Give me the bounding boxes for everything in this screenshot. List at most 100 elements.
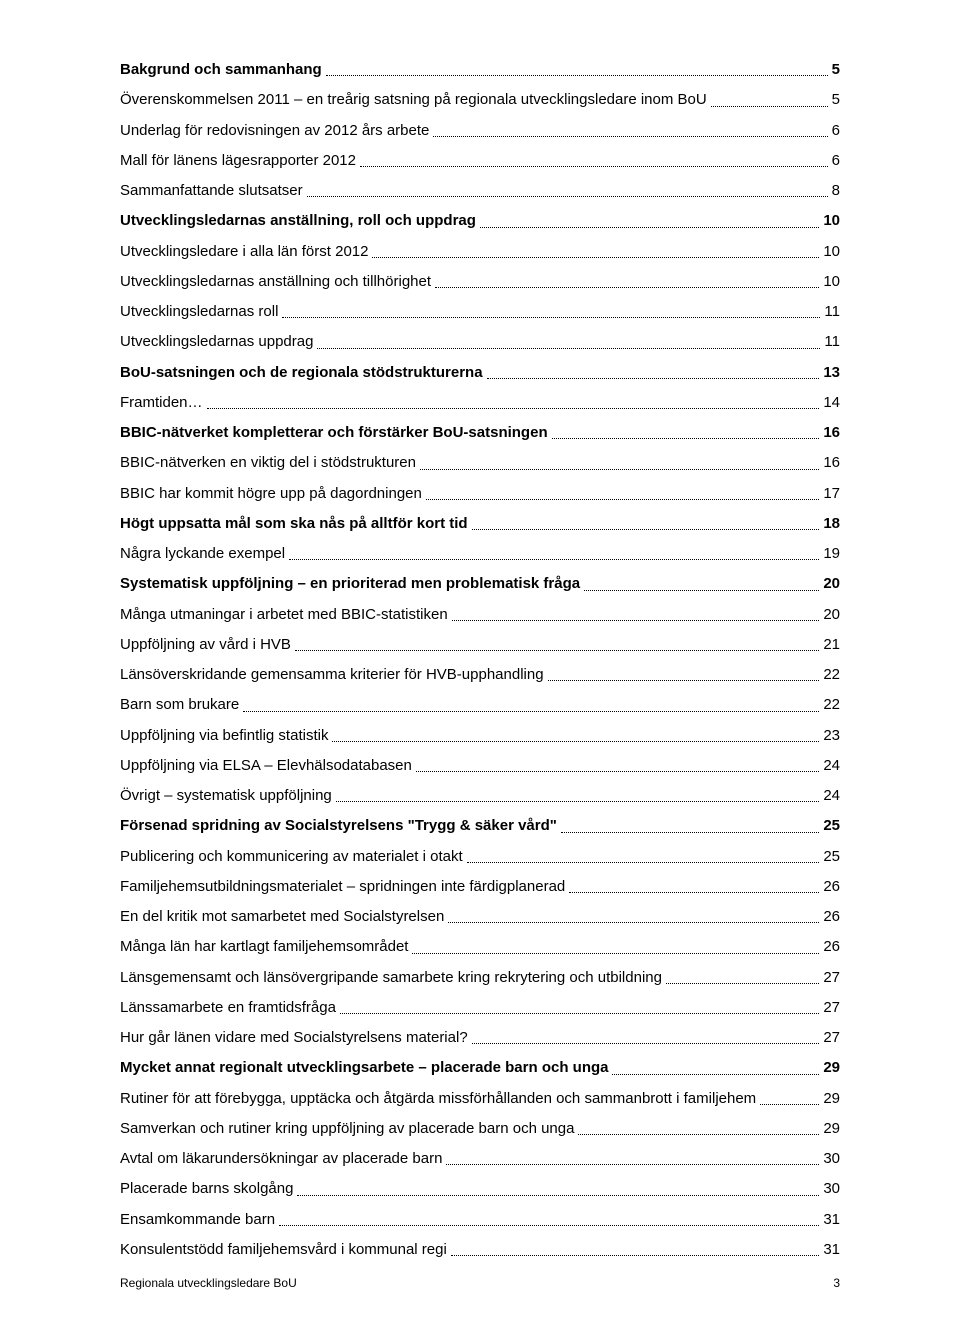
toc-entry: Underlag för redovisningen av 2012 års a…	[120, 121, 840, 141]
table-of-contents: Bakgrund och sammanhang5Överenskommelsen…	[120, 60, 840, 1260]
toc-leader-dots	[289, 558, 819, 560]
toc-entry-page: 20	[823, 605, 840, 625]
toc-leader-dots	[487, 377, 820, 379]
toc-entry-page: 27	[823, 968, 840, 988]
toc-leader-dots	[412, 952, 819, 954]
toc-entry-page: 22	[823, 695, 840, 715]
toc-entry: Uppföljning via ELSA – Elevhälsodatabase…	[120, 756, 840, 776]
toc-entry: Uppföljning via befintlig statistik 23	[120, 726, 840, 746]
toc-leader-dots	[548, 679, 820, 681]
toc-entry: Utvecklingsledarnas uppdrag11	[120, 332, 840, 352]
toc-leader-dots	[295, 649, 819, 651]
toc-entry: Länsgemensamt och länsövergripande samar…	[120, 968, 840, 988]
toc-entry-title: Länsgemensamt och länsövergripande samar…	[120, 968, 662, 988]
toc-entry-page: 17	[823, 484, 840, 504]
toc-entry: Avtal om läkarundersökningar av placerad…	[120, 1149, 840, 1169]
toc-leader-dots	[326, 74, 828, 76]
toc-leader-dots	[420, 468, 819, 470]
toc-entry: Bakgrund och sammanhang 5	[120, 60, 840, 80]
toc-entry: BBIC-nätverken en viktig del i stödstruk…	[120, 453, 840, 473]
toc-entry-page: 26	[823, 877, 840, 897]
toc-entry: Försenad spridning av Socialstyrelsens "…	[120, 816, 840, 836]
toc-leader-dots	[472, 1042, 820, 1044]
toc-entry-title: Samverkan och rutiner kring uppföljning …	[120, 1119, 574, 1139]
toc-leader-dots	[207, 407, 820, 409]
toc-entry-page: 26	[823, 937, 840, 957]
toc-entry-page: 31	[823, 1240, 840, 1260]
toc-entry-page: 30	[823, 1149, 840, 1169]
toc-entry: Högt uppsatta mål som ska nås på alltför…	[120, 514, 840, 534]
toc-entry: BoU-satsningen och de regionala stödstru…	[120, 363, 840, 383]
toc-entry-page: 27	[823, 1028, 840, 1048]
page-footer: Regionala utvecklingsledare BoU 3	[120, 1276, 840, 1290]
toc-entry-title: Övrigt – systematisk uppföljning	[120, 786, 332, 806]
toc-entry-title: Några lyckande exempel	[120, 544, 285, 564]
toc-leader-dots	[569, 891, 819, 893]
footer-page-number: 3	[833, 1276, 840, 1290]
toc-entry: Samverkan och rutiner kring uppföljning …	[120, 1119, 840, 1139]
toc-entry: Många utmaningar i arbetet med BBIC-stat…	[120, 605, 840, 625]
toc-leader-dots	[452, 619, 820, 621]
toc-leader-dots	[472, 528, 820, 530]
toc-entry-title: Underlag för redovisningen av 2012 års a…	[120, 121, 429, 141]
toc-entry-title: Högt uppsatta mål som ska nås på alltför…	[120, 514, 468, 534]
toc-entry: Rutiner för att förebygga, upptäcka och …	[120, 1089, 840, 1109]
toc-entry-title: Uppföljning av vård i HVB	[120, 635, 291, 655]
toc-entry-title: Publicering och kommunicering av materia…	[120, 847, 463, 867]
toc-leader-dots	[340, 1012, 819, 1014]
toc-leader-dots	[446, 1163, 819, 1165]
toc-entry-page: 25	[823, 847, 840, 867]
toc-leader-dots	[317, 347, 820, 349]
toc-entry: BBIC har kommit högre upp på dagordninge…	[120, 484, 840, 504]
toc-entry-page: 29	[823, 1089, 840, 1109]
toc-entry-page: 8	[832, 181, 840, 201]
toc-entry-title: Sammanfattande slutsatser	[120, 181, 303, 201]
toc-leader-dots	[480, 226, 819, 228]
toc-entry: Några lyckande exempel19	[120, 544, 840, 564]
toc-entry: Framtiden…14	[120, 393, 840, 413]
toc-leader-dots	[433, 135, 827, 137]
toc-entry-page: 16	[823, 423, 840, 443]
toc-entry-page: 5	[832, 60, 840, 80]
toc-entry-title: Utvecklingsledarnas anställning och till…	[120, 272, 431, 292]
toc-entry-title: Utvecklingsledare i alla län först 2012	[120, 242, 368, 262]
toc-leader-dots	[279, 1224, 819, 1226]
toc-leader-dots	[435, 286, 819, 288]
toc-entry-page: 29	[823, 1119, 840, 1139]
toc-entry-title: Uppföljning via befintlig statistik	[120, 726, 328, 746]
toc-entry-page: 11	[824, 332, 840, 352]
toc-entry-page: 23	[823, 726, 840, 746]
toc-entry-page: 6	[832, 151, 840, 171]
toc-entry-page: 25	[823, 816, 840, 836]
toc-entry-title: Placerade barns skolgång	[120, 1179, 293, 1199]
toc-entry: Utvecklingsledare i alla län först 20121…	[120, 242, 840, 262]
toc-entry-title: BBIC har kommit högre upp på dagordninge…	[120, 484, 422, 504]
toc-entry-title: Utvecklingsledarnas roll	[120, 302, 278, 322]
toc-entry-title: Mall för länens lägesrapporter 2012	[120, 151, 356, 171]
toc-entry-title: BoU-satsningen och de regionala stödstru…	[120, 363, 483, 383]
toc-leader-dots	[578, 1133, 819, 1135]
toc-entry-page: 31	[823, 1210, 840, 1230]
toc-entry: Utvecklingsledarnas anställning, roll oc…	[120, 211, 840, 231]
toc-entry: Mall för länens lägesrapporter 2012 6	[120, 151, 840, 171]
toc-entry: Placerade barns skolgång30	[120, 1179, 840, 1199]
toc-entry: Utvecklingsledarnas anställning och till…	[120, 272, 840, 292]
toc-entry-page: 16	[823, 453, 840, 473]
toc-entry-title: Bakgrund och sammanhang	[120, 60, 322, 80]
toc-leader-dots	[711, 105, 828, 107]
toc-entry-title: Familjehemsutbildningsmaterialet – sprid…	[120, 877, 565, 897]
toc-leader-dots	[612, 1073, 819, 1075]
toc-entry-page: 6	[832, 121, 840, 141]
toc-entry: Publicering och kommunicering av materia…	[120, 847, 840, 867]
toc-entry-page: 11	[824, 302, 840, 322]
toc-leader-dots	[336, 800, 820, 802]
toc-entry: Uppföljning av vård i HVB21	[120, 635, 840, 655]
document-page: Bakgrund och sammanhang5Överenskommelsen…	[0, 0, 960, 1318]
toc-entry: Mycket annat regionalt utvecklingsarbete…	[120, 1058, 840, 1078]
toc-entry-title: Avtal om läkarundersökningar av placerad…	[120, 1149, 442, 1169]
toc-leader-dots	[307, 195, 828, 197]
toc-entry: En del kritik mot samarbetet med Socials…	[120, 907, 840, 927]
toc-entry-page: 22	[823, 665, 840, 685]
toc-leader-dots	[426, 498, 819, 500]
toc-leader-dots	[297, 1194, 819, 1196]
